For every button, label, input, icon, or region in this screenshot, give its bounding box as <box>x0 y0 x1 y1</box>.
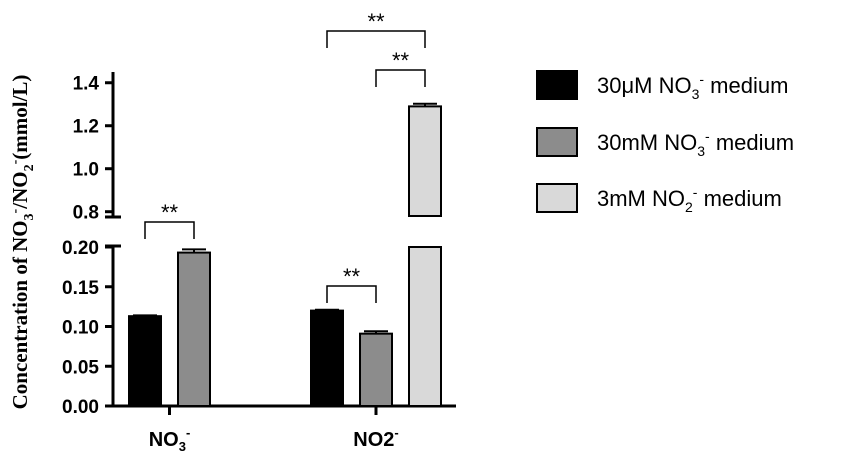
legend-label: 3mM NO2- medium <box>597 184 782 215</box>
legend-swatch <box>536 127 578 157</box>
y-tick-label: 0.10 <box>62 318 99 339</box>
bar <box>128 315 162 408</box>
y-tick-label: 0.8 <box>73 203 99 224</box>
y-tick-label: 1.0 <box>73 160 99 181</box>
y-tick-label: 1.2 <box>73 117 99 138</box>
legend-label: 30μM NO3- medium <box>597 71 788 102</box>
significance-bracket <box>326 30 426 48</box>
y-tick-label: 0.15 <box>62 278 99 299</box>
bar-upper-part <box>408 105 442 217</box>
y-tick-label: 1.4 <box>73 74 100 95</box>
legend-swatch <box>536 183 578 213</box>
y-tick-label: 0.05 <box>62 357 99 378</box>
significance-bracket <box>326 285 377 303</box>
bar <box>359 332 393 407</box>
significance-label: ** <box>367 9 385 34</box>
significance-bracket <box>144 221 195 239</box>
bar-lower-part <box>408 246 442 407</box>
x-tick-label: NO3- <box>149 425 191 454</box>
significance-label: ** <box>343 264 361 289</box>
significance-label: ** <box>392 48 410 73</box>
legend-label: 30mM NO3- medium <box>597 128 794 159</box>
bar <box>310 309 344 408</box>
y-axis-title: Concentration of NO3-/NO2-(mmol/L) <box>8 75 37 410</box>
x-tick-label: NO2- <box>353 425 398 451</box>
y-axis-label: Concentration of NO3-/NO2-(mmol/L) <box>8 75 37 410</box>
significance-bracket <box>375 69 426 87</box>
y-tick-label: 0.20 <box>62 238 99 259</box>
legend-swatch <box>536 70 578 100</box>
significance-label: ** <box>161 200 179 225</box>
y-tick-label: 0.00 <box>62 397 99 418</box>
bar <box>177 251 211 407</box>
bar-break-gap <box>407 217 443 246</box>
